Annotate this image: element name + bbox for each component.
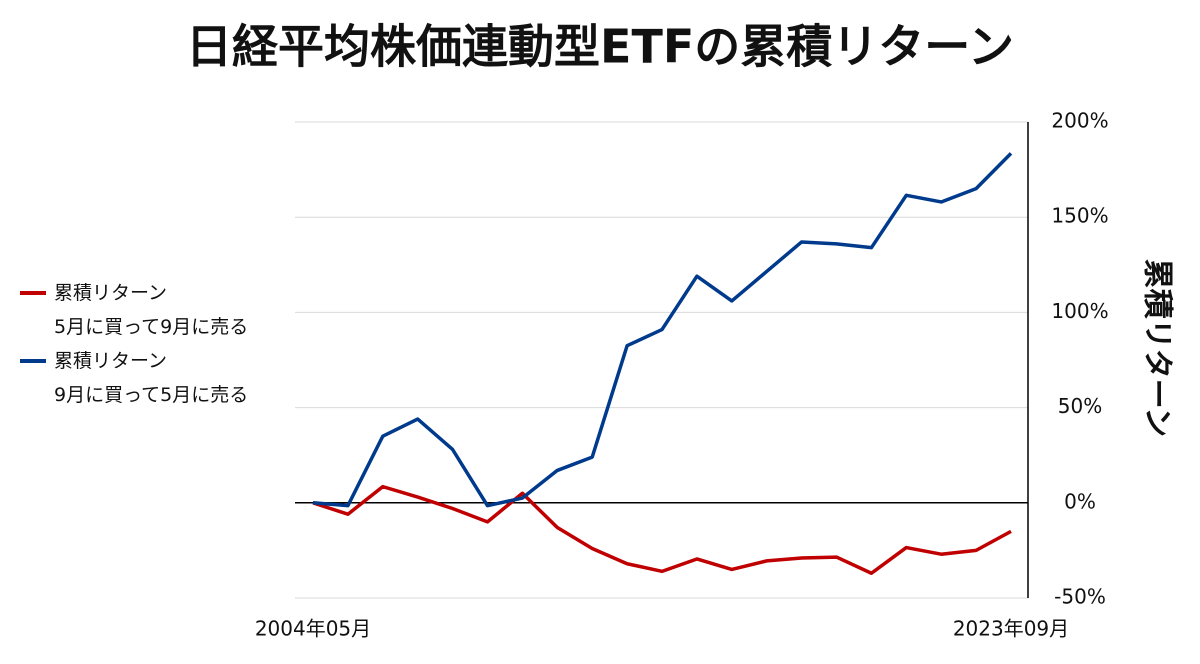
y-tick-label: -50% bbox=[1054, 585, 1106, 609]
line bbox=[312, 152, 1013, 508]
legend-swatch bbox=[20, 291, 46, 295]
y-axis-label: 累積リターン bbox=[1140, 259, 1175, 438]
chart-title: 日経平均株価連動型ETFの累積リターン bbox=[186, 20, 1014, 74]
line bbox=[312, 484, 1012, 575]
legend-item: 累積リターン 5月に買って9月に売る bbox=[20, 276, 248, 344]
x-tick-label: 2004年05月 bbox=[255, 617, 371, 641]
y-tick-label: 50% bbox=[1058, 394, 1102, 418]
y-tick-label: 0% bbox=[1064, 489, 1096, 513]
y-tick-label: 100% bbox=[1051, 299, 1108, 323]
legend-swatch bbox=[20, 359, 46, 363]
y-tick-label: 200% bbox=[1051, 109, 1108, 133]
legend: 累積リターン 5月に買って9月に売る 累積リターン 9月に買って5月に売る bbox=[20, 276, 248, 412]
legend-item: 累積リターン 9月に買って5月に売る bbox=[20, 344, 248, 412]
legend-label: 累積リターン 5月に買って9月に売る bbox=[54, 282, 249, 338]
x-tick-label: 2023年09月 bbox=[953, 617, 1069, 641]
legend-label: 累積リターン 9月に買って5月に売る bbox=[54, 350, 249, 406]
y-tick-label: 150% bbox=[1051, 204, 1108, 228]
